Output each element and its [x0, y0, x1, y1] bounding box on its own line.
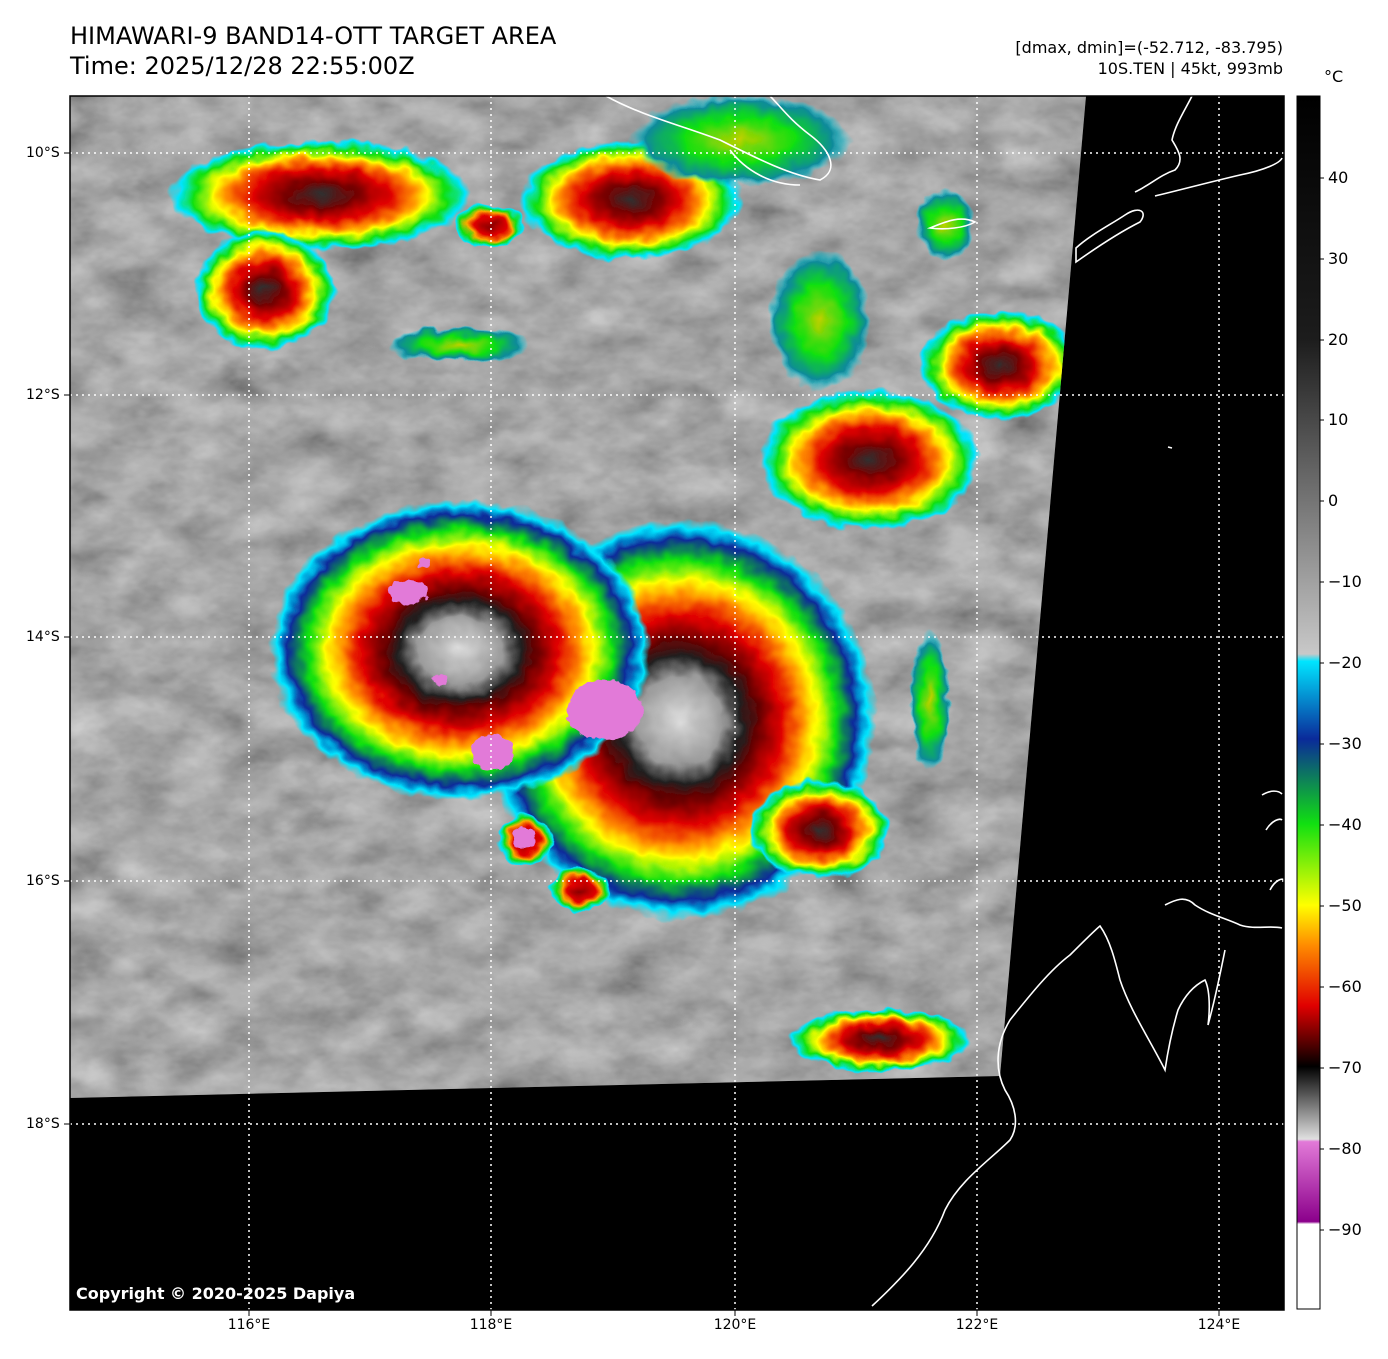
lon-label-116e: 116°E — [227, 1317, 271, 1333]
colorbar-tick-label: −90 — [1328, 1220, 1362, 1239]
map-frame — [69, 95, 1285, 1311]
colorbar-tick-label: 10 — [1328, 410, 1349, 429]
colorbar-tick-label: −20 — [1328, 653, 1362, 672]
colorbar-tick-label: −80 — [1328, 1139, 1362, 1158]
axis-ticks — [64, 152, 1220, 1316]
lon-label-124e: 124°E — [1197, 1317, 1241, 1333]
temperature-range: [dmax, dmin]=(-52.712, -83.795) — [1015, 38, 1283, 57]
colorbar-tick-label: −50 — [1328, 896, 1362, 915]
satellite-swath — [70, 96, 1086, 1098]
lon-label-118e: 118°E — [469, 1317, 513, 1333]
colorbar — [1296, 95, 1321, 1310]
colorbar-tick-label: 30 — [1328, 249, 1349, 268]
coastline — [605, 95, 1285, 1307]
lat-label-10s: 10°S — [26, 145, 60, 161]
colorbar-ticks — [1320, 177, 1324, 1231]
colorbar-tick-label: −10 — [1328, 572, 1362, 591]
colorbar-unit: °C — [1324, 67, 1344, 86]
lat-label-14s: 14°S — [26, 629, 60, 645]
colorbar-tick-label: −40 — [1328, 815, 1362, 834]
cold-top-east — [567, 680, 643, 740]
lat-label-12s: 12°S — [26, 387, 60, 403]
colorbar-tick-label: 40 — [1328, 168, 1349, 187]
storm-cell-west — [270, 500, 650, 800]
storm-info: 10S.TEN | 45kt, 993mb — [1097, 59, 1283, 78]
lon-label-122e: 122°E — [955, 1317, 999, 1333]
lat-label-18s: 18°S — [26, 1116, 60, 1132]
colorbar-tick-label: −70 — [1328, 1058, 1362, 1077]
graticule — [70, 96, 1284, 1310]
copyright-text: Copyright © 2020-2025 Dapiya — [76, 1284, 356, 1303]
lat-label-16s: 16°S — [26, 873, 60, 889]
time-stamp: Time: 2025/12/28 22:55:00Z — [70, 52, 415, 80]
colorbar-tick-label: 20 — [1328, 330, 1349, 349]
lon-label-120e: 120°E — [713, 1317, 757, 1333]
colorbar-tick-label: 0 — [1328, 491, 1339, 510]
colorbar-tick-label: −30 — [1328, 734, 1362, 753]
colorbar-tick-label: −60 — [1328, 977, 1362, 996]
map-title: HIMAWARI-9 BAND14-OTT TARGET AREA — [70, 22, 557, 50]
